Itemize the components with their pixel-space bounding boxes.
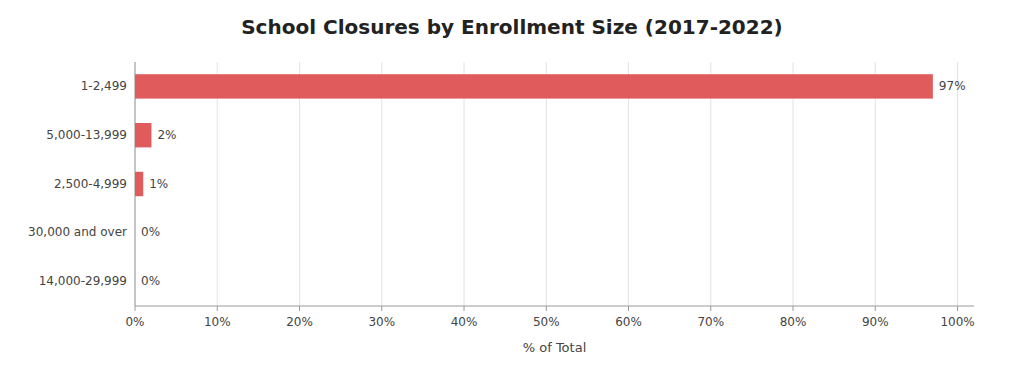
data-labels: 97% 2% 1% 0% 0% xyxy=(141,79,966,288)
x-tick xyxy=(793,306,794,311)
bar xyxy=(135,74,933,98)
y-tick-label: 1-2,499 xyxy=(81,79,127,93)
x-tick xyxy=(628,306,629,311)
x-tick xyxy=(135,306,136,311)
x-tick xyxy=(464,306,465,311)
x-tick-label: 90% xyxy=(862,315,889,329)
bar xyxy=(135,172,143,196)
bars xyxy=(135,74,933,196)
data-label: 2% xyxy=(157,128,176,142)
x-tick-label: 100% xyxy=(940,315,974,329)
title: School Closures by Enrollment Size (2017… xyxy=(241,15,783,39)
x-tick-label: 30% xyxy=(368,315,395,329)
x-tick-label: 10% xyxy=(204,315,231,329)
x-axis-line xyxy=(135,306,974,307)
x-tick-label: 0% xyxy=(125,315,144,329)
bar xyxy=(135,221,136,245)
y-axis: 1-2,499 5,000-13,999 2,500-4,999 30,000 and… xyxy=(28,79,127,288)
x-tick-label: 60% xyxy=(615,315,642,329)
y-tick-label: 14,000-29,999 xyxy=(39,274,127,288)
x-tick xyxy=(546,306,547,311)
x-tick-label: 70% xyxy=(697,315,724,329)
grid xyxy=(135,62,958,306)
x-tick-label: 50% xyxy=(533,315,560,329)
x-axis-label: % of Total xyxy=(523,340,587,355)
y-tick-label: 5,000-13,999 xyxy=(46,128,127,142)
x-tick xyxy=(957,306,958,311)
x-tick xyxy=(875,306,876,311)
x-tick-label: 40% xyxy=(451,315,478,329)
x-tick xyxy=(710,306,711,311)
data-label: 0% xyxy=(141,274,160,288)
chart-container: School Closures by Enrollment Size (2017… xyxy=(0,0,1024,388)
y-tick-label: 2,500-4,999 xyxy=(54,177,127,191)
x-tick xyxy=(299,306,300,311)
data-label: 1% xyxy=(149,177,168,191)
grid-line xyxy=(957,62,958,306)
x-tick-label: 20% xyxy=(286,315,313,329)
x-tick xyxy=(217,306,218,311)
x-axis: 0% 10% 20% 30% 40% 50% 60% 70% 80% 90% 100% xyxy=(125,62,974,329)
chart-svg: School Closures by Enrollment Size (2017… xyxy=(0,0,1024,388)
data-label: 0% xyxy=(141,225,160,239)
bar xyxy=(135,269,136,293)
x-tick-label: 80% xyxy=(780,315,807,329)
bar xyxy=(135,123,151,147)
x-tick xyxy=(381,306,382,311)
y-tick-label: 30,000 and over xyxy=(28,225,127,239)
data-label: 97% xyxy=(939,79,966,93)
